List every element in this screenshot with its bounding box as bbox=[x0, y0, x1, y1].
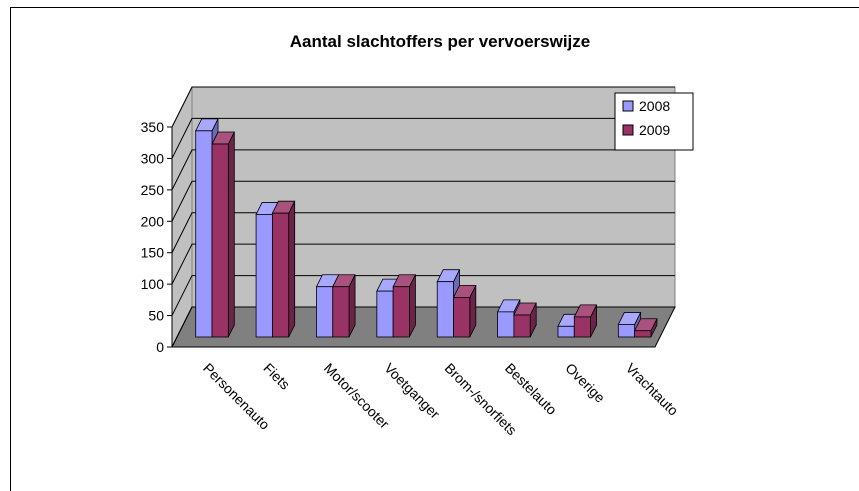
x-tick-label: Vrachtauto bbox=[623, 360, 682, 419]
bar-front bbox=[271, 212, 290, 338]
y-tick-label: 300 bbox=[141, 150, 165, 166]
bar-front bbox=[376, 290, 394, 338]
y-tick-label: 250 bbox=[141, 182, 165, 198]
bar bbox=[392, 274, 417, 338]
y-tick-label: 200 bbox=[141, 213, 165, 229]
legend: 2008 2009 bbox=[614, 92, 694, 151]
grid-line bbox=[171, 117, 675, 159]
bar-front bbox=[453, 296, 471, 338]
bar-front bbox=[513, 314, 531, 338]
bar-front bbox=[392, 286, 410, 338]
grid-line bbox=[171, 149, 675, 191]
bar bbox=[633, 318, 658, 338]
bar-front bbox=[195, 130, 213, 338]
bar bbox=[332, 274, 356, 338]
bar-front bbox=[211, 143, 229, 338]
legend-swatch bbox=[622, 100, 634, 112]
legend-label: 2009 bbox=[639, 122, 670, 138]
bar-front bbox=[634, 330, 652, 338]
x-tick-label: Overige bbox=[562, 360, 608, 406]
grid-line bbox=[171, 243, 675, 285]
grid-line bbox=[171, 86, 675, 128]
x-tick-label: Fiets bbox=[260, 360, 293, 393]
floor bbox=[171, 306, 676, 348]
grid-line bbox=[171, 212, 675, 253]
bar bbox=[452, 284, 477, 338]
bar-front bbox=[617, 324, 636, 338]
x-tick-label: Voetganger bbox=[381, 360, 443, 422]
x-tick-label: Bestelauto bbox=[502, 360, 560, 418]
bar bbox=[271, 200, 296, 338]
y-tick-label: 0 bbox=[156, 339, 164, 355]
y-tick-label: 100 bbox=[141, 276, 165, 292]
bar-side bbox=[288, 200, 296, 338]
bar-front bbox=[573, 316, 591, 338]
side-wall bbox=[171, 86, 193, 348]
bar-front bbox=[255, 214, 273, 338]
bar bbox=[513, 302, 537, 338]
legend-label: 2008 bbox=[639, 98, 670, 114]
bar-front bbox=[332, 286, 350, 338]
bar bbox=[573, 304, 598, 338]
legend-swatch bbox=[622, 124, 634, 136]
bar-front bbox=[497, 311, 515, 338]
y-tick-label: 50 bbox=[148, 308, 164, 324]
y-tick-label: 150 bbox=[141, 245, 165, 261]
y-tick-label: 350 bbox=[141, 119, 165, 135]
chart-title: Aantal slachtoffers per vervoerswijze bbox=[290, 32, 590, 51]
bar-front bbox=[557, 325, 575, 338]
bar-front bbox=[316, 286, 334, 338]
bar bbox=[211, 131, 235, 338]
grid-line bbox=[171, 275, 675, 316]
bar-side bbox=[227, 131, 235, 338]
bar-front bbox=[436, 281, 454, 338]
grid-line bbox=[171, 180, 675, 222]
